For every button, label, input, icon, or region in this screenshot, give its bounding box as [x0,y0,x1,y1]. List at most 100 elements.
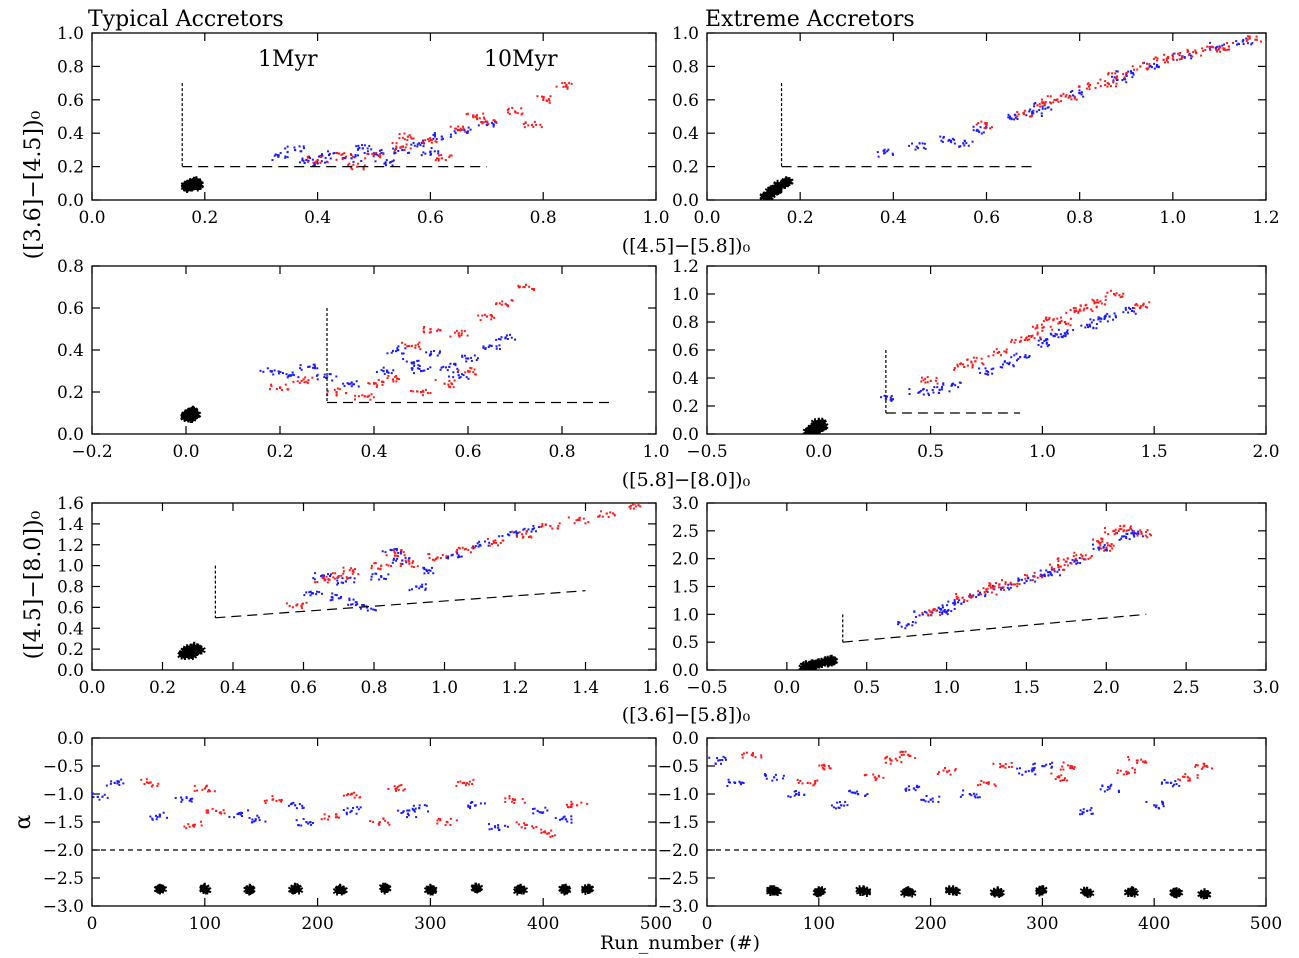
blue-point [324,156,327,159]
red-point [1014,338,1017,341]
red-point [1144,534,1147,537]
blue-point [358,146,361,149]
blue-point [113,781,116,784]
y-tick-label: 1.0 [57,24,84,44]
blue-point [468,807,471,810]
red-point [985,122,988,125]
photosphere-point: ✱ [944,884,954,898]
red-point [1104,531,1107,534]
red-point [506,304,509,307]
red-point [1227,45,1230,48]
blue-point [432,133,435,136]
blue-point [915,145,918,148]
red-point [985,589,988,593]
blue-point [342,581,345,584]
red-point [311,376,314,379]
blue-point [1082,95,1085,98]
red-point [1034,327,1037,330]
photosphere-point: ✱ [192,179,202,193]
red-point [439,819,442,822]
blue-point [1122,311,1125,314]
red-point [434,159,437,162]
red-point [542,97,545,100]
blue-point [149,815,152,818]
left-column-title: Typical Accretors [88,7,284,32]
blue-point [920,798,923,801]
photosphere-point: ✱ [245,884,255,898]
red-point [374,382,377,385]
red-point [902,750,905,753]
blue-point [1110,75,1113,78]
blue-point [1155,65,1158,68]
red-point [205,784,208,787]
blue-point [378,149,381,152]
red-point [821,766,824,769]
blue-point [905,789,908,792]
red-point [421,140,424,143]
red-point [1165,57,1168,60]
x-tick-label: 0.8 [548,442,575,462]
x-tick-label: 0.4 [360,442,387,462]
blue-point [793,790,796,793]
blue-point [1208,41,1211,44]
photosphere-point: ✱ [196,644,206,658]
blue-point [1045,569,1048,572]
red-point [1038,102,1041,105]
red-point [291,606,294,609]
blue-point [882,149,885,152]
blue-point [390,351,393,354]
blue-point [391,561,394,564]
x-tick-label: 1.0 [642,208,669,228]
blue-point [418,587,421,590]
red-point [548,101,551,104]
blue-point [1133,310,1136,313]
y-tick-label: 0.2 [672,158,699,178]
blue-point [422,369,425,372]
red-point [532,125,535,128]
blue-point [856,790,859,793]
blue-point [1006,586,1009,589]
red-point [1087,82,1090,85]
blue-point [793,794,796,797]
blue-point [411,362,414,365]
blue-point [370,607,373,610]
photosphere-point: ✱ [772,183,782,197]
blue-point [1127,306,1130,309]
red-point [567,806,570,809]
blue-point [513,531,516,534]
blue-point [470,356,473,359]
red-point [1107,533,1110,536]
blue-point [1019,356,1022,359]
photosphere-point: ✱ [1085,887,1095,901]
blue-point [1113,76,1116,79]
red-point [1228,48,1231,51]
photosphere-point: ✱ [990,887,1000,901]
photosphere-point: ✱ [783,175,793,189]
blue-point [1007,363,1011,366]
data-points: ✱✱✱✱✱✱✱✱✱✱✱✱✱✱✱✱✱✱✱✱✱✱✱✱✱✱✱✱✱✱✱✱✱✱✱✱✱✱✱✱… [177,503,642,663]
photosphere-point: ✱ [804,424,816,440]
blue-point [401,148,404,152]
blue-point [987,370,990,373]
blue-point [1078,89,1081,92]
blue-point [397,345,400,348]
blue-point [1156,63,1159,66]
red-point [422,327,425,330]
blue-point [1028,110,1031,113]
red-point [1089,556,1092,559]
photosphere-point: ✱ [293,882,303,896]
blue-point [1033,105,1036,108]
blue-point [418,804,421,807]
blue-point [309,594,312,597]
red-point [988,582,991,585]
photosphere-point: ✱ [759,190,769,204]
blue-point [488,344,491,347]
blue-point [1047,344,1050,347]
red-point [1099,78,1102,81]
red-point [1014,583,1017,586]
blue-point [1117,791,1120,794]
photosphere-point: ✱ [192,643,204,659]
red-point [143,783,146,786]
blue-point [419,144,422,147]
red-point [1049,325,1052,328]
